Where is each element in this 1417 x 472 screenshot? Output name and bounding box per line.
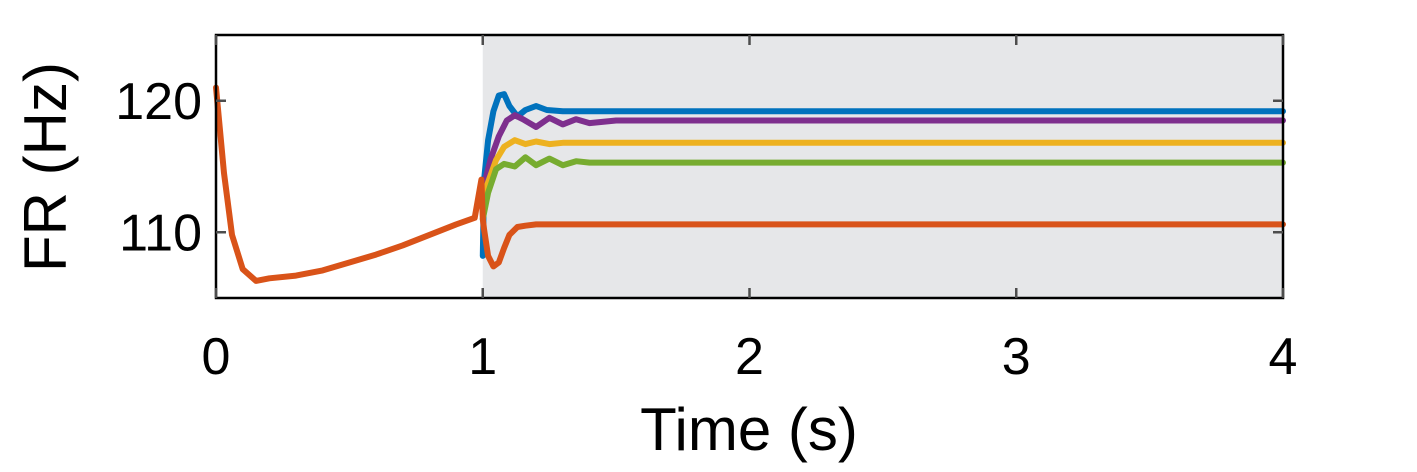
x-tick-label: 2 [735, 328, 764, 386]
y-axis-label: FR (Hz) [12, 62, 79, 272]
y-tick-label: 110 [119, 204, 202, 262]
series-line-3 [479, 137, 1286, 203]
x-tick-label: 4 [1269, 328, 1298, 386]
series-line-2 [479, 112, 1286, 196]
shaded-region [482, 35, 1283, 298]
x-axis-label: Time (s) [640, 396, 858, 463]
x-tick-label: 3 [1002, 328, 1031, 386]
tick-layer: 0 1 2 3 4 110 120 [115, 35, 1297, 386]
series-line-1 [479, 91, 1286, 259]
x-tick-label: 1 [468, 328, 497, 386]
series-line-4 [479, 154, 1286, 223]
series-layer [213, 84, 1286, 284]
y-tick-label: 120 [115, 73, 202, 131]
x-tick-label: 0 [202, 328, 231, 386]
series-line-5 [213, 84, 1286, 284]
